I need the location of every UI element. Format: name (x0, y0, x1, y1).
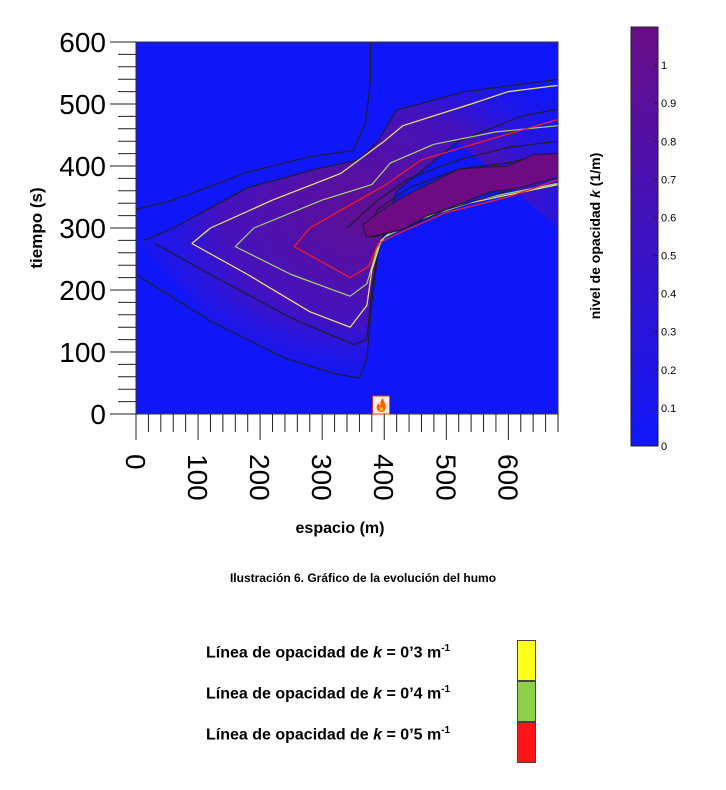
y-axis-label: tiempo (s) (27, 187, 46, 268)
colorbar: 0 0.1 0.2 0.3 0.4 0.5 0.6 0.7 0.8 0.9 1 nivel de o… (587, 26, 676, 453)
contour-line (293, 118, 558, 247)
contour-line (346, 140, 558, 229)
colorbar-gradient (630, 26, 659, 447)
y-axis: 0 100 200 300 400 500 600 (59, 27, 136, 430)
colorbar-tick-label: 1 (661, 60, 667, 72)
colorbar-tick-label: 0.7 (661, 174, 676, 186)
x-tick-label: 400 (368, 454, 399, 501)
colorbar-tick-label: 0.2 (661, 365, 676, 377)
y-tick-label: 300 (59, 213, 106, 244)
max-opacity-region (361, 153, 558, 238)
colorbar-tick-label: 0.8 (661, 136, 676, 148)
contour-line (136, 42, 372, 210)
contour-line (234, 125, 558, 248)
x-tick-label: 500 (430, 454, 461, 501)
y-tick-label: 400 (59, 151, 106, 182)
colorbar-tick-label: 0.1 (661, 403, 676, 415)
smoke-region (136, 79, 558, 379)
x-tick-label: 600 (492, 454, 523, 501)
colorbar-tick-label: 0.4 (661, 289, 676, 301)
x-tick-label: 0 (120, 454, 151, 470)
fire-icon (372, 395, 391, 415)
colorbar-tick-label: 0 (661, 441, 667, 453)
colorbar-label: nivel de opacidad k (1/m) (587, 153, 603, 320)
x-tick-label: 300 (306, 454, 337, 501)
colorbar-tick-label: 0.5 (661, 251, 676, 263)
legend-swatch-green (517, 681, 536, 722)
legend-entry-k05: Línea de opacidad de k = 0’5 m-1 (206, 725, 451, 744)
legend-swatch-yellow (517, 640, 536, 681)
figure-caption: Ilustración 6. Gráfico de la evolución d… (229, 571, 497, 585)
y-tick-label: 100 (59, 337, 106, 368)
x-tick-label: 100 (182, 454, 213, 501)
colorbar-tick-label: 0.3 (661, 327, 676, 339)
contour-line (191, 84, 558, 244)
legend-entry-k04: Línea de opacidad de k = 0’4 m-1 (206, 684, 451, 703)
legend-entry-k03: Línea de opacidad de k = 0’3 m-1 (206, 643, 451, 662)
y-tick-label: 600 (59, 27, 106, 58)
contour-line (366, 153, 546, 232)
y-tick-label: 200 (59, 275, 106, 306)
legend-swatch-red (517, 722, 536, 763)
contour-line (154, 202, 398, 346)
y-tick-label: 0 (90, 399, 106, 430)
x-axis-label: espacio (m) (296, 520, 385, 537)
x-axis: 0 100 200 300 400 500 600 (120, 414, 559, 501)
contour-line (293, 179, 558, 279)
y-tick-label: 500 (59, 89, 106, 120)
x-tick-label: 200 (244, 454, 275, 501)
colorbar-tick-label: 0.9 (661, 98, 676, 110)
colorbar-tick-label: 0.6 (661, 212, 676, 224)
